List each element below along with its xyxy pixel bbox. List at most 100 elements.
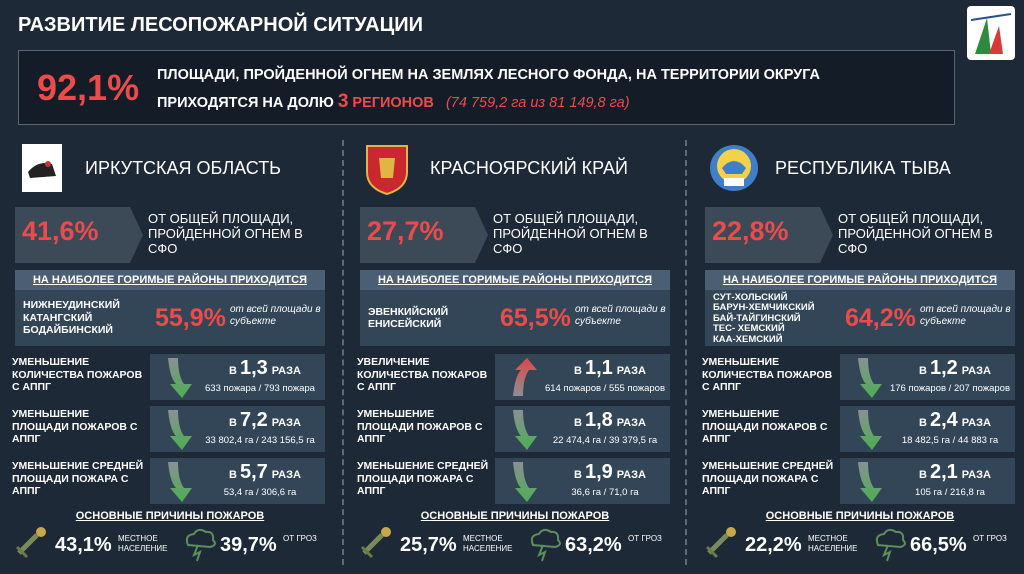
districts-header: НА НАИБОЛЕЕ ГОРИМЫЕ РАЙОНЫ ПРИХОДИТСЯ — [360, 270, 670, 290]
cause-icon — [185, 528, 216, 562]
metric-label: УМЕНЬШЕНИЕ СРЕДНЕЙ ПЛОЩАДИ ПОЖАРА С АППГ — [357, 460, 489, 497]
district-name: ТЕС- ХЕМСКИЙ — [713, 323, 785, 335]
cause-icon — [360, 527, 391, 559]
district-name: ЕНИСЕЙСКИЙ — [368, 318, 442, 330]
metric-prefix: В — [919, 469, 927, 481]
metric-value-line: В 7,2 РАЗА — [205, 409, 325, 432]
metric-label: УМЕНЬШЕНИЕ СРЕДНЕЙ ПЛОЩАДИ ПОЖАРА С АППГ — [702, 460, 834, 497]
metric-label: УМЕНЬШЕНИЕ ПЛОЩАДИ ПОЖАРОВ С АППГ — [357, 408, 483, 445]
share-box — [15, 207, 143, 263]
cause-icon — [530, 528, 561, 562]
metric-label: УМЕНЬШЕНИЕ КОЛИЧЕСТВА ПОЖАРОВ С АППГ — [702, 356, 833, 393]
metric-value: 1,9 — [584, 461, 613, 483]
region-emblem — [710, 145, 758, 191]
metric-prefix: В — [229, 417, 237, 429]
page-title: РАЗВИТИЕ ЛЕСОПОЖАРНОЙ СИТУАЦИИ — [18, 14, 423, 36]
metric-box: В 1,8 РАЗА 22 474,4 га / 39 379,5 га — [495, 406, 670, 452]
region-share: 27,7% — [367, 216, 444, 246]
cause-value: 63,2% — [565, 534, 622, 556]
metric-value: 2,1 — [929, 461, 958, 483]
metric-prefix: В — [919, 365, 927, 377]
metric-box: В 2,1 РАЗА 105 га / 216,8 га — [840, 458, 1015, 504]
metric-detail: 614 пожаров / 555 пожаров — [544, 383, 666, 394]
metric-label: УМЕНЬШЕНИЕ ПЛОЩАДИ ПОЖАРОВ С АППГ — [12, 408, 138, 445]
divider — [342, 140, 344, 565]
metric-box: В 1,2 РАЗА 176 пожаров / 207 пожаров — [840, 354, 1015, 400]
metric-unit: РАЗА — [961, 469, 991, 481]
metric-value-line: В 1,8 РАЗА — [550, 409, 670, 432]
metric-prefix: В — [229, 365, 237, 377]
region-share: 22,8% — [712, 216, 789, 246]
metric-detail: 105 га / 216,8 га — [915, 487, 985, 498]
summary-text: ПРИХОДЯТСЯ НА ДОЛЮ — [157, 95, 334, 111]
trend-arrow — [168, 462, 192, 502]
districts-note: от всей площади в субъекте — [575, 304, 666, 327]
region-name: ИРКУТСКАЯ ОБЛАСТЬ — [85, 158, 281, 178]
district-name: НИЖНЕУДИНСКИЙ — [23, 299, 120, 312]
metric-value-line: В 1,9 РАЗА — [550, 461, 670, 484]
metric-value: 2,4 — [929, 409, 958, 431]
cause-value: 25,7% — [400, 534, 457, 556]
metric-detail: 633 пожара / 793 пожара — [205, 383, 315, 394]
districts-note: от всей площади в субъекте — [230, 304, 321, 327]
cause-value: 22,2% — [745, 534, 802, 556]
metric-value: 7,2 — [239, 409, 268, 431]
region-emblem — [366, 145, 408, 196]
region-name: КРАСНОЯРСКИЙ КРАЙ — [430, 158, 628, 178]
metric-prefix: В — [574, 469, 582, 481]
district-name: СУТ-ХОЛЬСКИЙ — [713, 291, 788, 303]
metric-unit: РАЗА — [961, 365, 991, 377]
logo — [967, 6, 1015, 60]
metric-prefix: В — [919, 417, 927, 429]
metric-label: УМЕНЬШЕНИЕ КОЛИЧЕСТВА ПОЖАРОВ С АППГ — [12, 356, 143, 393]
metric-value: 5,7 — [239, 461, 268, 483]
cause-label: МЕСТНОЕ НАСЕЛЕНИЕ — [808, 534, 858, 553]
causes-header: ОСНОВНЫЕ ПРИЧИНЫ ПОЖАРОВ — [75, 510, 265, 522]
metric-prefix: В — [574, 417, 582, 429]
summary-count: 3 — [337, 91, 349, 112]
cause-value: 39,7% — [220, 534, 277, 556]
cause-label: МЕСТНОЕ НАСЕЛЕНИЕ — [118, 534, 168, 553]
districts-note: от всей площади в субъекте — [920, 304, 1011, 327]
summary-line1: ПЛОЩАДИ, ПРОЙДЕННОЙ ОГНЕМ НА ЗЕМЛЯХ ЛЕСН… — [157, 67, 820, 83]
causes-header: ОСНОВНЫЕ ПРИЧИНЫ ПОЖАРОВ — [420, 510, 610, 522]
cause-icon — [15, 527, 46, 559]
trend-arrow — [168, 410, 192, 450]
trend-arrow — [168, 358, 192, 398]
summary-note: (74 759,2 га из 81 149,8 га) — [445, 95, 630, 111]
metric-detail: 176 пожаров / 207 пожаров — [889, 383, 1011, 394]
metric-value: 1,2 — [929, 357, 958, 379]
share-text: ОТ ОБЩЕЙ ПЛОЩАДИ, ПРОЙДЕННОЙ ОГНЕМ В СФО — [838, 211, 993, 256]
metric-unit: РАЗА — [616, 417, 646, 429]
region-name: РЕСПУБЛИКА ТЫВА — [775, 158, 951, 178]
cause-icon — [875, 528, 906, 562]
region-share: 41,6% — [22, 216, 99, 246]
districts-share: 64,2% — [845, 304, 916, 332]
trend-arrow — [513, 358, 537, 396]
trend-arrow — [858, 358, 882, 398]
metric-value-line: В 2,4 РАЗА — [895, 409, 1015, 432]
trend-arrow — [513, 410, 537, 450]
share-text: ОТ ОБЩЕЙ ПЛОЩАДИ, ПРОЙДЕННОЙ ОГНЕМ В СФО — [493, 211, 648, 256]
cause-label: ОТ ГРОЗ — [283, 534, 317, 543]
districts-box: СУТ-ХОЛЬСКИЙ БАРУН-ХЕМЧИКСКИЙ БАЙ-ТАЙГИНСК… — [705, 290, 1015, 346]
metric-value: 1,8 — [584, 409, 613, 431]
metric-box: В 1,3 РАЗА 633 пожара / 793 пожара — [150, 354, 325, 400]
districts-share: 55,9% — [155, 304, 226, 332]
metric-value-line: В 1,1 РАЗА — [550, 357, 670, 380]
metric-detail: 53,4 га / 306,6 га — [223, 487, 297, 498]
metric-detail: 36,6 га / 71,0 га — [571, 487, 639, 498]
metric-box: В 7,2 РАЗА 33 802,4 га / 243 156,5 га — [150, 406, 325, 452]
metric-box: В 1,9 РАЗА 36,6 га / 71,0 га — [495, 458, 670, 504]
district-name: БАРУН-ХЕМЧИКСКИЙ — [713, 302, 815, 314]
districts-header: НА НАИБОЛЕЕ ГОРИМЫЕ РАЙОНЫ ПРИХОДИТСЯ — [15, 270, 325, 290]
share-box — [360, 207, 488, 263]
district-name: БАЙ-ТАЙГИНСКИЙ — [713, 312, 801, 324]
summary-line2: ПРИХОДЯТСЯ НА ДОЛЮ 3 РЕГИОНОВ (74 759,2 … — [157, 91, 630, 113]
metric-value-line: В 1,3 РАЗА — [205, 357, 325, 380]
metric-label: УВЕЛИЧЕНИЕ КОЛИЧЕСТВА ПОЖАРОВ С АППГ — [357, 356, 488, 393]
metric-box: В 2,4 РАЗА 18 482,5 га / 44 883 га — [840, 406, 1015, 452]
cause-label: ОТ ГРОЗ — [973, 534, 1007, 543]
metric-unit: РАЗА — [616, 469, 646, 481]
